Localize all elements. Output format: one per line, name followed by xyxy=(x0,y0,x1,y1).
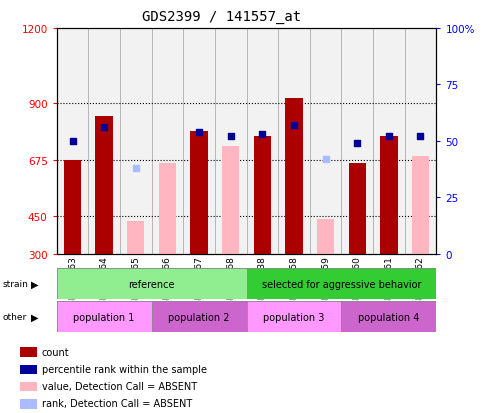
Text: reference: reference xyxy=(128,279,175,289)
Text: population 2: population 2 xyxy=(168,312,230,322)
Bar xyxy=(253,136,271,254)
Bar xyxy=(88,29,120,254)
Bar xyxy=(57,301,152,332)
Bar xyxy=(20,382,37,392)
Point xyxy=(385,134,393,140)
Point xyxy=(132,165,140,172)
Bar xyxy=(373,29,405,254)
Bar xyxy=(64,160,81,254)
Bar xyxy=(57,29,88,254)
Point xyxy=(100,125,108,131)
Point xyxy=(227,134,235,140)
Bar xyxy=(183,29,215,254)
Point xyxy=(290,122,298,129)
Bar xyxy=(341,29,373,254)
Bar xyxy=(246,301,341,332)
Bar xyxy=(20,399,37,408)
Bar xyxy=(349,164,366,254)
Point xyxy=(69,138,76,145)
Point xyxy=(258,131,266,138)
Text: count: count xyxy=(42,347,70,357)
Text: other: other xyxy=(2,313,27,321)
Bar xyxy=(190,131,208,254)
Bar xyxy=(341,301,436,332)
Bar xyxy=(127,221,144,254)
Bar xyxy=(57,268,246,299)
Bar xyxy=(317,219,334,254)
Bar xyxy=(405,29,436,254)
Text: value, Detection Call = ABSENT: value, Detection Call = ABSENT xyxy=(42,381,197,391)
Text: population 3: population 3 xyxy=(263,312,324,322)
Bar xyxy=(96,116,113,254)
Bar xyxy=(159,164,176,254)
Text: ▶: ▶ xyxy=(31,279,38,289)
Bar xyxy=(285,99,303,254)
Bar xyxy=(412,157,429,254)
Point xyxy=(321,156,329,163)
Bar xyxy=(120,29,152,254)
Bar xyxy=(310,29,341,254)
Text: ▶: ▶ xyxy=(31,312,38,322)
Text: selected for aggressive behavior: selected for aggressive behavior xyxy=(262,279,421,289)
Text: population 4: population 4 xyxy=(358,312,420,322)
Point xyxy=(417,134,424,140)
Text: population 1: population 1 xyxy=(73,312,135,322)
Point xyxy=(353,140,361,147)
Bar xyxy=(246,29,278,254)
Text: GDS2399 / 141557_at: GDS2399 / 141557_at xyxy=(142,10,301,24)
Text: percentile rank within the sample: percentile rank within the sample xyxy=(42,364,207,374)
Text: rank, Detection Call = ABSENT: rank, Detection Call = ABSENT xyxy=(42,399,192,408)
Bar xyxy=(222,147,240,254)
Bar xyxy=(380,136,397,254)
Bar xyxy=(20,348,37,357)
Bar xyxy=(152,29,183,254)
Bar xyxy=(20,365,37,374)
Text: strain: strain xyxy=(2,280,28,288)
Bar xyxy=(278,29,310,254)
Bar xyxy=(152,301,246,332)
Bar xyxy=(215,29,246,254)
Bar xyxy=(246,268,436,299)
Point xyxy=(195,129,203,136)
